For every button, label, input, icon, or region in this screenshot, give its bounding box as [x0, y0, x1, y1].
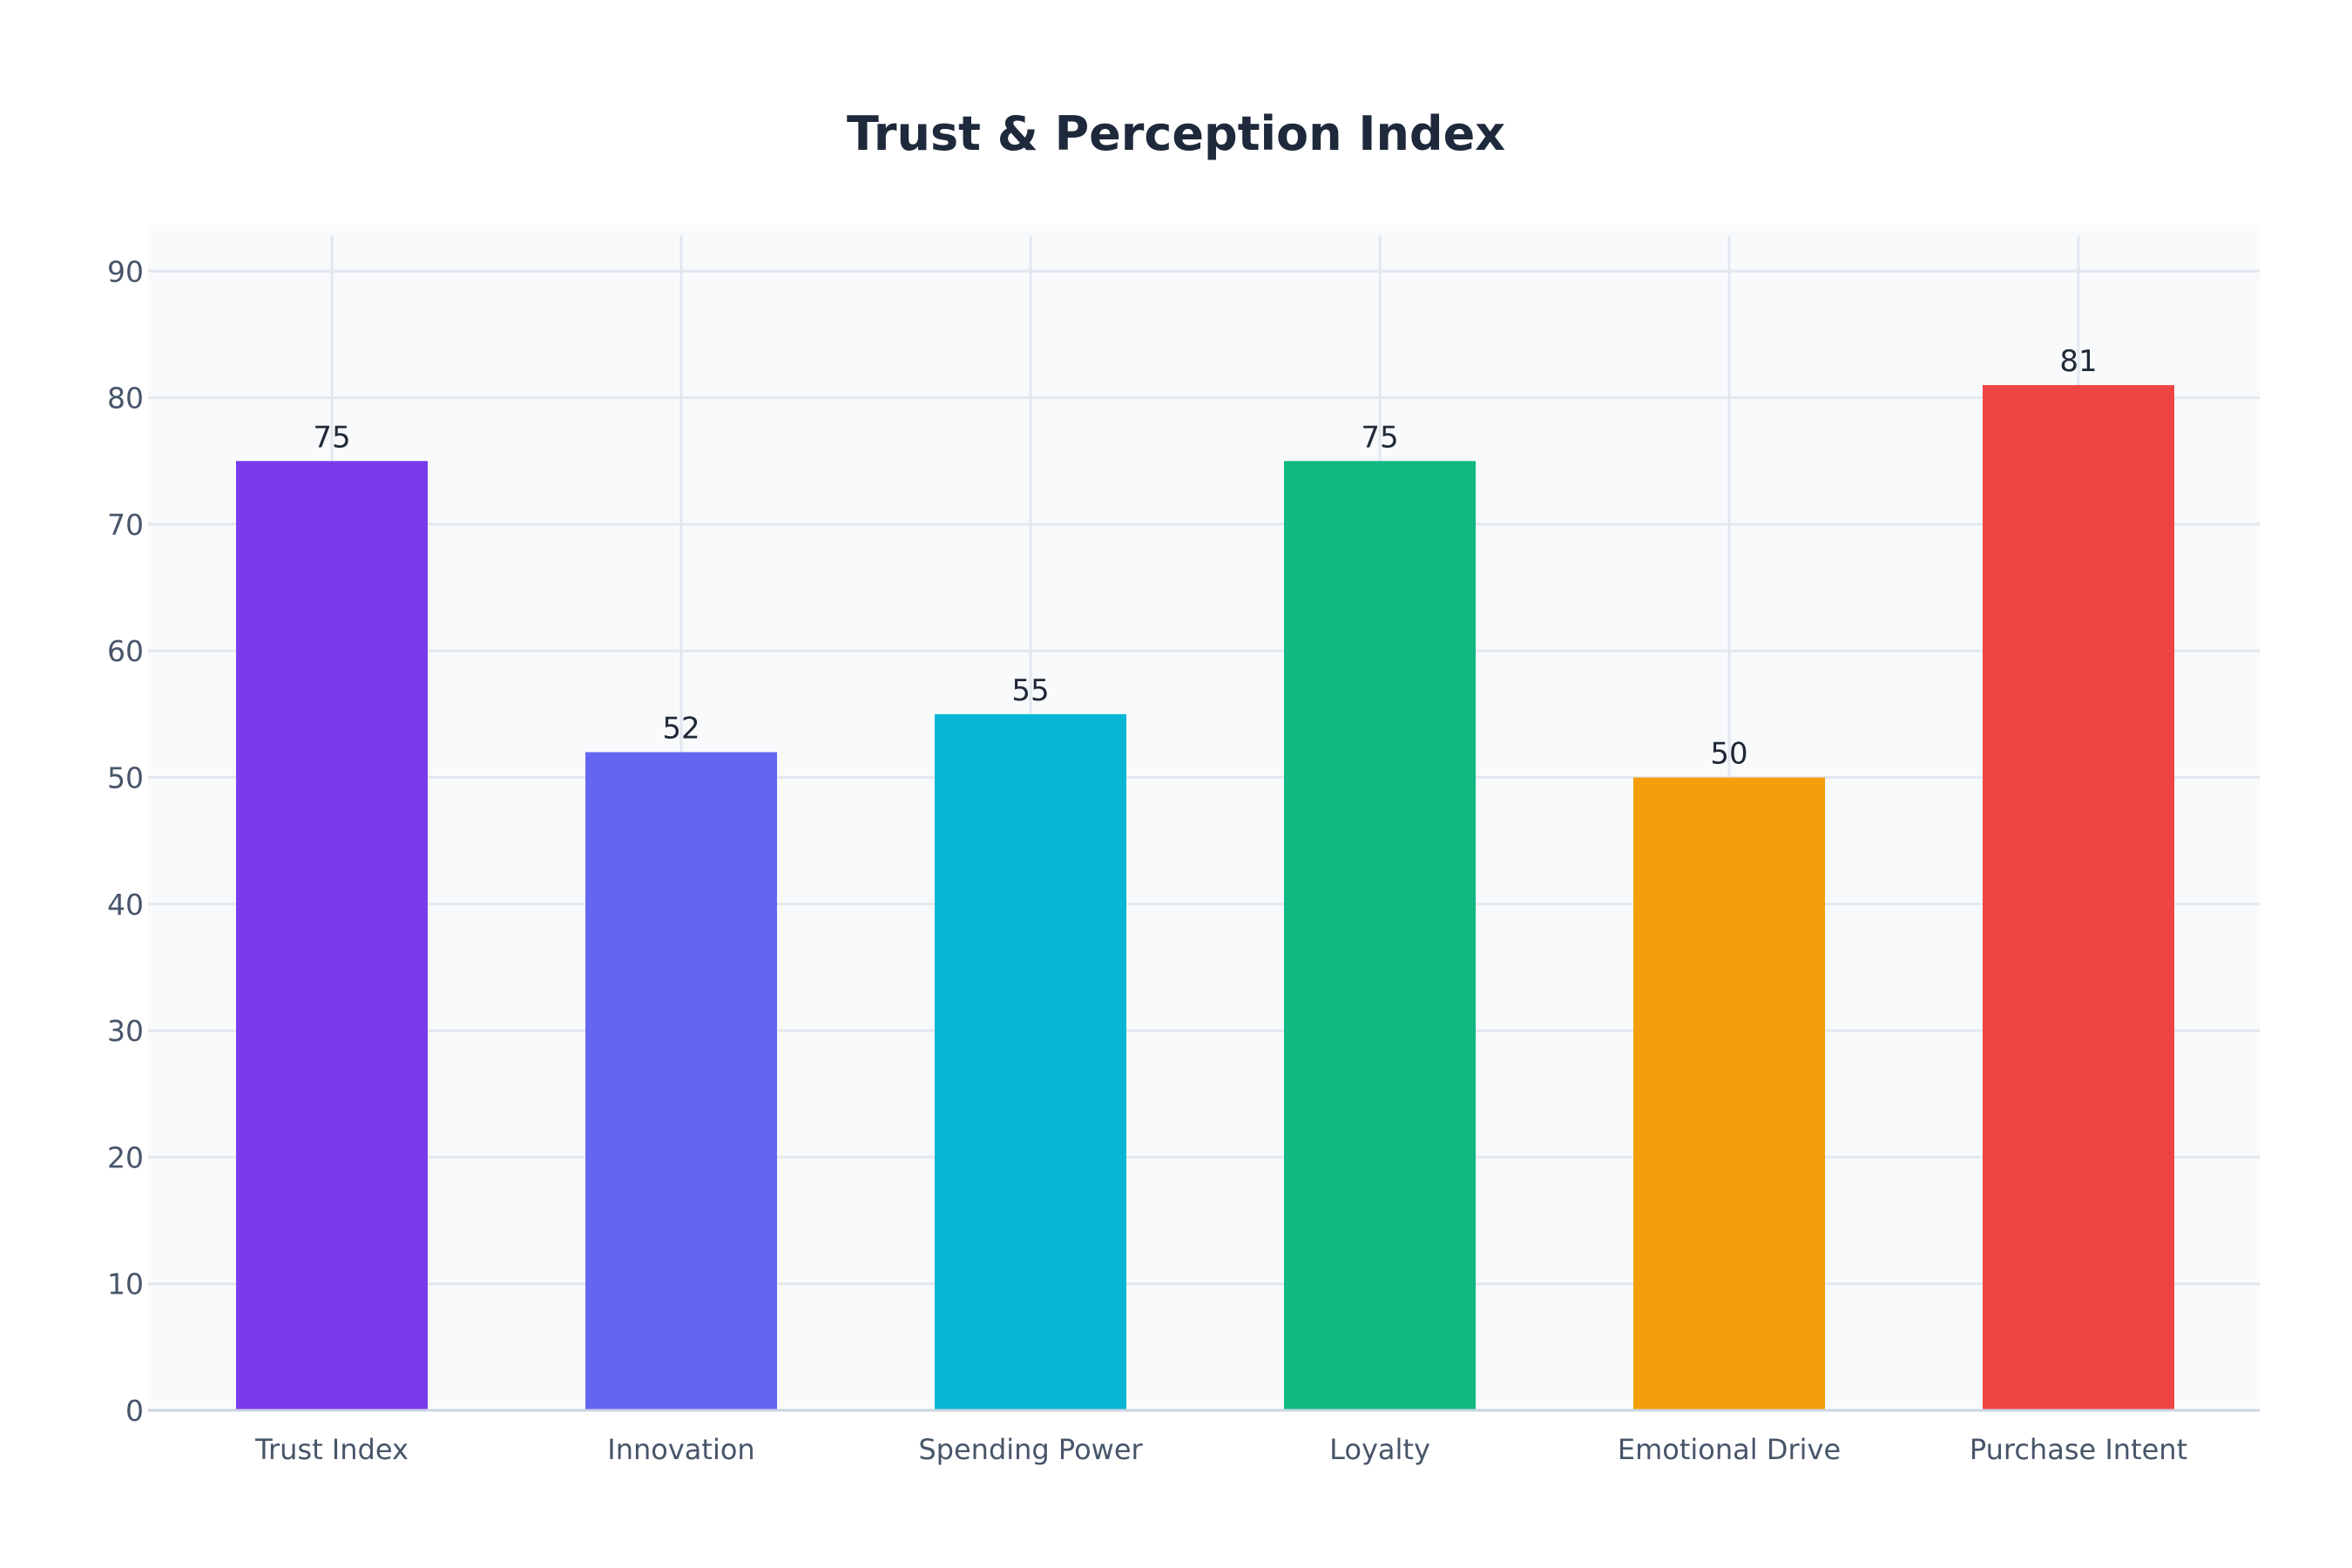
x-tick-label: Trust Index [254, 1433, 409, 1466]
x-tick-label: Spending Power [918, 1433, 1143, 1466]
y-tick-label: 50 [107, 761, 144, 795]
plot-area [148, 225, 2260, 1411]
data-label: 55 [1011, 673, 1049, 708]
data-label: 81 [2059, 344, 2097, 379]
chart-title: Trust & Perception Index [847, 106, 1505, 161]
bar-trust-index [236, 461, 428, 1410]
bar-emotional-drive [1633, 777, 1825, 1410]
x-tick-label: Loyalty [1329, 1433, 1430, 1466]
x-tick-label: Purchase Intent [1970, 1433, 2187, 1466]
y-tick-label: 80 [107, 382, 144, 416]
bar-spending-power [935, 713, 1126, 1410]
x-tick-label: Emotional Drive [1618, 1433, 1841, 1466]
y-tick-label: 90 [107, 254, 144, 288]
data-label: 75 [1361, 420, 1398, 455]
data-label: 50 [1710, 737, 1747, 772]
data-labels: 75 52 55 75 50 81 [313, 344, 2097, 771]
y-tick-label: 20 [107, 1140, 144, 1174]
y-tick-label: 10 [107, 1267, 144, 1301]
bar-purchase-intent [1983, 385, 2174, 1410]
y-gridlines [148, 269, 2260, 1286]
y-tick-label: 40 [107, 888, 144, 922]
bar-innovation [585, 752, 777, 1410]
y-tick-labels: 0 10 20 30 40 50 60 70 80 90 [107, 254, 144, 1428]
y-tick-label: 30 [107, 1014, 144, 1048]
y-tick-label: 60 [107, 634, 144, 668]
x-tick-labels: Trust Index Innovation Spending Power Loyal… [254, 1433, 2187, 1466]
x-tick-label: Innovation [607, 1433, 754, 1466]
data-label: 75 [313, 420, 350, 455]
bar-loyalty [1284, 461, 1476, 1410]
y-tick-label: 0 [125, 1394, 144, 1428]
bars [236, 385, 2174, 1410]
y-tick-label: 70 [107, 508, 144, 542]
data-label: 52 [662, 711, 700, 746]
